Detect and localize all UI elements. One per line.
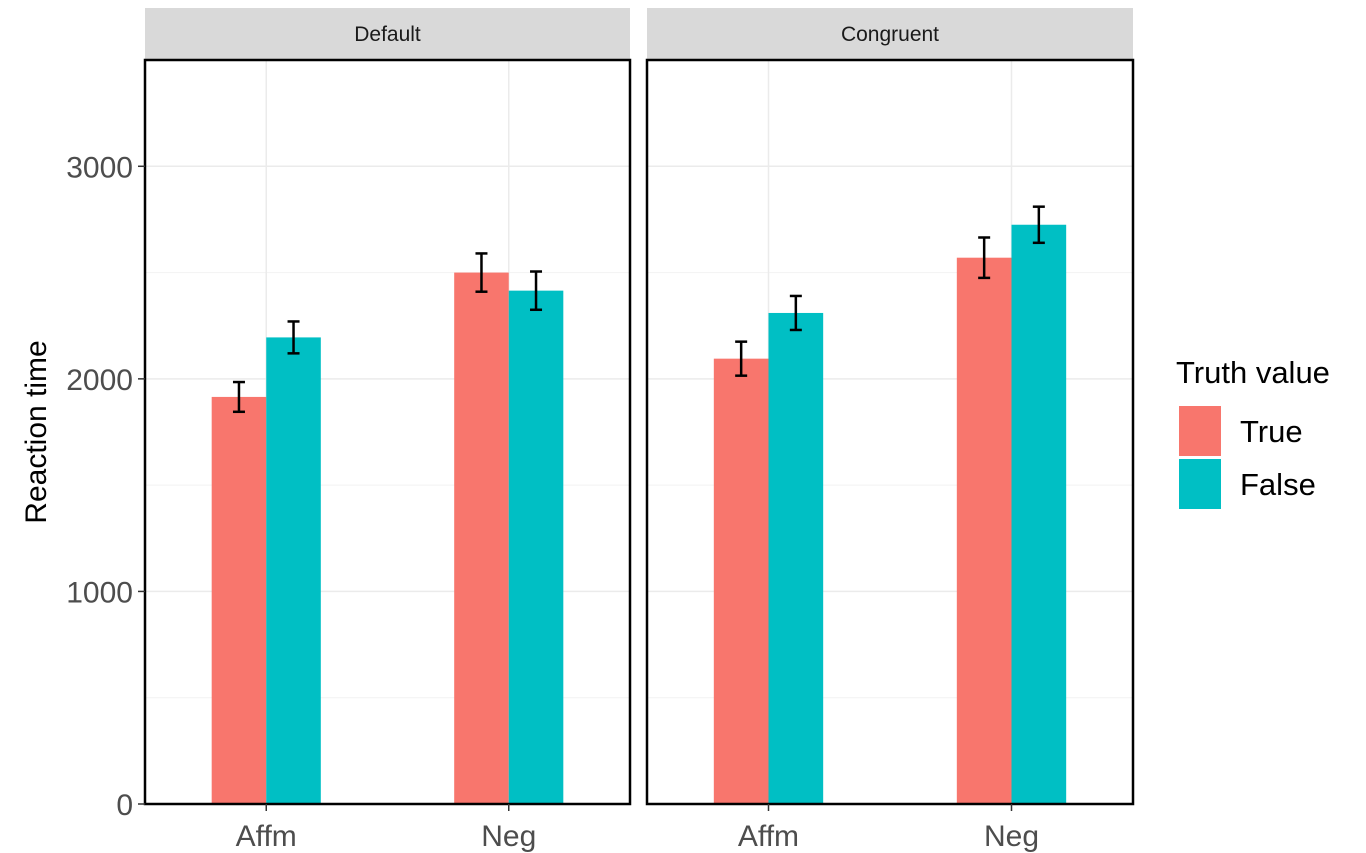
y-tick-label: 1000 <box>66 576 133 609</box>
bar-default-affm-true <box>211 396 267 804</box>
y-tick-label: 2000 <box>66 364 133 397</box>
y-tick-label: 3000 <box>66 151 133 184</box>
legend-key-false <box>1179 459 1221 509</box>
legend-entry-true: True <box>1179 406 1303 456</box>
error-bar <box>789 294 802 332</box>
bar-congruent-affm-false <box>768 312 824 804</box>
bar-default-affm-false <box>266 337 321 804</box>
x-tick-label: Affm <box>738 820 799 853</box>
panel-congruent: Congruent Affm Neg <box>645 8 1135 853</box>
bar-congruent-affm-true <box>713 358 769 804</box>
bar-congruent-neg-false <box>1011 224 1067 804</box>
x-tick-label: Neg <box>481 820 536 853</box>
panels-layer: Default Affm Neg Congruent Affm Neg <box>143 8 1135 853</box>
facet-strip-label: Congruent <box>841 23 939 46</box>
legend-entry-false: False <box>1179 459 1316 509</box>
bar-default-neg-true <box>454 272 509 805</box>
y-axis: 0 1000 2000 3000 <box>66 151 145 822</box>
facet-strip-label: Default <box>354 23 421 46</box>
error-bar <box>475 252 488 293</box>
error-bar <box>978 236 991 280</box>
error-bar <box>530 270 543 312</box>
facet-strip-background <box>145 8 630 60</box>
legend-label-true: True <box>1240 414 1303 449</box>
legend-key-true <box>1179 406 1221 456</box>
legend-title: Truth value <box>1176 355 1330 390</box>
y-axis-title: Reaction time <box>20 340 53 523</box>
bar-default-neg-false <box>508 290 564 804</box>
panel-default: Default Affm Neg <box>143 8 632 853</box>
x-tick-label: Neg <box>984 820 1039 853</box>
panel-border <box>143 58 632 806</box>
legend: Truth value True False <box>1176 355 1330 509</box>
x-tick-label: Affm <box>236 820 297 853</box>
y-tick-label: 0 <box>116 789 133 822</box>
bar-congruent-neg-true <box>956 257 1012 805</box>
panel-border <box>645 58 1135 806</box>
error-bar <box>287 320 300 355</box>
legend-label-false: False <box>1240 467 1316 502</box>
facet-strip-background <box>647 8 1133 60</box>
error-bar <box>232 380 245 414</box>
error-bar <box>735 340 748 377</box>
error-bar <box>1032 205 1045 245</box>
